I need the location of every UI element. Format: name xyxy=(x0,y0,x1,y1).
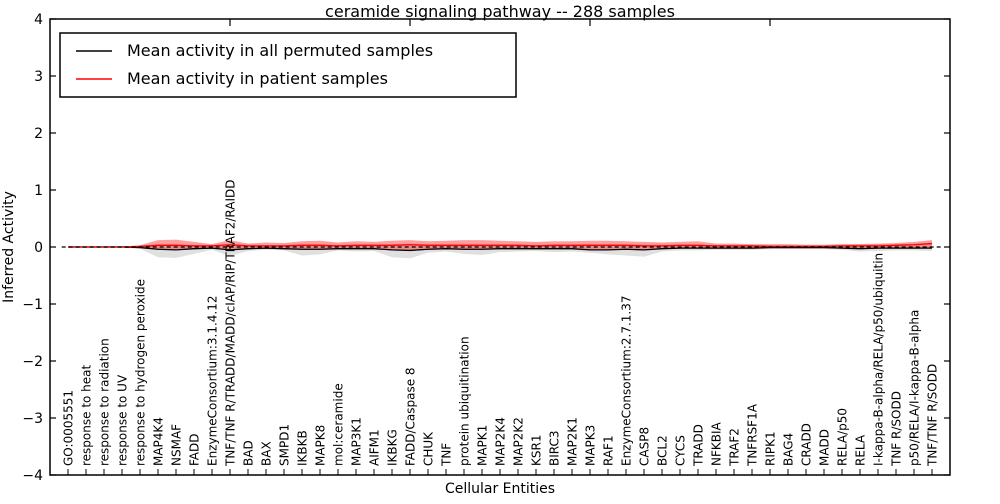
y-tick-label: 4 xyxy=(34,12,43,28)
x-tick-label: BAG4 xyxy=(782,433,796,466)
x-tick-label: TNFRSF1A xyxy=(746,403,760,467)
x-tick-label: EnzymeConsortium:2.7.1.37 xyxy=(620,295,634,466)
patient-mean-line xyxy=(68,242,933,248)
x-tick-label: response to radiation xyxy=(98,338,112,466)
legend: Mean activity in all permuted samples Me… xyxy=(59,32,517,98)
x-tick-label: MAP2K1 xyxy=(566,417,580,466)
x-tick-label: p50/RELA/I-kappa-B-alpha xyxy=(908,310,922,466)
x-tick-label: FADD/Caspase 8 xyxy=(404,367,418,466)
y-tick-label: −4 xyxy=(22,468,43,484)
x-tick-label: protein ubiquitination xyxy=(458,336,472,466)
x-tick-label: MAP2K4 xyxy=(494,417,508,466)
y-tick-label: 1 xyxy=(34,183,43,199)
x-tick-label: KSR1 xyxy=(530,435,544,466)
x-tick-label: MAP3K1 xyxy=(350,417,364,466)
x-tick-label: MAPK1 xyxy=(476,425,490,466)
legend-label-permuted-samples: Mean activity in all permuted samples xyxy=(127,41,433,60)
y-tick-label: 3 xyxy=(34,69,43,85)
x-tick-label: RAF1 xyxy=(602,435,616,466)
y-tick-label: −1 xyxy=(22,297,43,313)
x-tick-label: AIFM1 xyxy=(368,429,382,466)
x-tick-label: MAPK8 xyxy=(314,425,328,466)
x-tick-label: response to hydrogen peroxide xyxy=(134,279,148,466)
x-tick-label: BAX xyxy=(260,441,274,466)
x-tick-label: MAPK3 xyxy=(584,425,598,466)
legend-label-patient-samples: Mean activity in patient samples xyxy=(127,69,388,88)
x-tick-label: IKBKG xyxy=(386,429,400,466)
y-axis-label: Inferred Activity xyxy=(1,191,17,303)
x-tick-label: RIPK1 xyxy=(764,431,778,466)
x-tick-label: FADD xyxy=(188,434,202,467)
x-tick-label: RELA xyxy=(854,434,868,466)
x-tick-label: BIRC3 xyxy=(548,430,562,466)
x-tick-label: response to UV xyxy=(116,374,130,466)
x-tick-label: TNF/TNF R/TRADD/MADD/cIAP/RIP/TRAF2/RAID… xyxy=(224,180,238,468)
x-tick-label: I-kappa-B-alpha/RELA/p50/ubiquitin xyxy=(872,253,886,466)
x-tick-label: RELA/p50 xyxy=(836,408,850,466)
x-tick-label: TNF R/SODD xyxy=(890,391,904,467)
x-tick-label: response to heat xyxy=(80,364,94,466)
x-tick-label: CRADD xyxy=(800,423,814,466)
x-tick-label: MADD xyxy=(818,429,832,466)
x-tick-label: IKBKB xyxy=(296,430,310,466)
legend-box xyxy=(59,32,517,98)
y-tick-label: 0 xyxy=(34,240,43,256)
x-tick-label: TNF xyxy=(440,443,454,467)
chart-title: ceramide signaling pathway -- 288 sample… xyxy=(325,2,675,21)
x-tick-label: BCL2 xyxy=(656,435,670,466)
x-tick-label: CYCS xyxy=(674,435,688,466)
x-tick-label: NSMAF xyxy=(170,424,184,466)
x-tick-label: NFKBIA xyxy=(710,421,724,466)
x-tick-label: BAD xyxy=(242,440,256,466)
x-tick-label: TRAF2 xyxy=(728,428,742,467)
x-tick-label: SMPD1 xyxy=(278,424,292,466)
y-tick-label: −3 xyxy=(22,411,43,427)
x-tick-label: TNF/TNF R/SODD xyxy=(926,364,940,467)
x-tick-label: CASP8 xyxy=(638,427,652,466)
x-tick-label: CHUK xyxy=(422,431,436,466)
x-tick-label: MAP4K4 xyxy=(152,417,166,466)
x-tick-label: TRADD xyxy=(692,424,706,467)
permuted-mean-line xyxy=(68,246,932,252)
y-tick-label: 2 xyxy=(34,126,43,142)
x-tick-label: mol:ceramide xyxy=(332,383,346,466)
x-axis-label: Cellular Entities xyxy=(445,481,555,497)
x-tick-label: MAP2K2 xyxy=(512,417,526,466)
plot-area: −4 −3 −2 −1 0 1 2 3 4 GO:0005551 response to heat r… xyxy=(22,12,951,484)
x-tick-label: EnzymeConsortium:3.1.4.12 xyxy=(206,295,220,466)
x-tick-label: GO:0005551 xyxy=(62,390,76,466)
y-tick-label: −2 xyxy=(22,354,43,370)
